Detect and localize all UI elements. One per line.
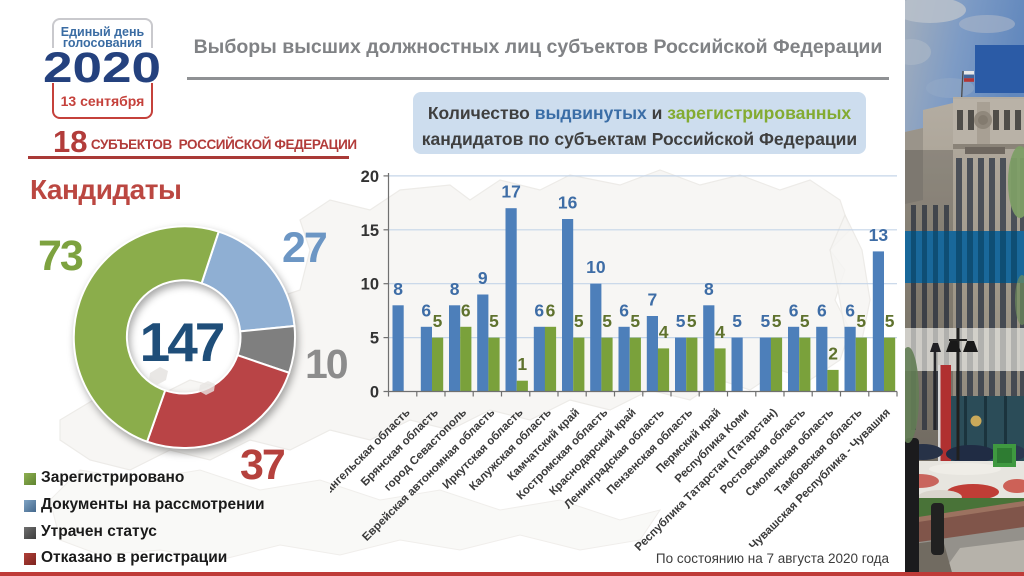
svg-text:5: 5 <box>761 311 771 331</box>
svg-text:5: 5 <box>800 311 810 331</box>
svg-text:2: 2 <box>828 343 838 363</box>
svg-text:5: 5 <box>370 330 379 348</box>
svg-text:5: 5 <box>856 311 866 331</box>
svg-text:5: 5 <box>687 311 697 331</box>
svg-text:6: 6 <box>461 300 471 320</box>
svg-text:5: 5 <box>433 311 443 331</box>
svg-text:4: 4 <box>715 322 725 342</box>
svg-text:6: 6 <box>546 300 556 320</box>
svg-text:2020: 2020 <box>43 44 161 92</box>
svg-text:10: 10 <box>361 276 379 294</box>
svg-text:147: 147 <box>140 311 224 373</box>
svg-text:9: 9 <box>478 268 488 288</box>
svg-text:6: 6 <box>817 300 827 320</box>
svg-text:17: 17 <box>501 182 520 202</box>
svg-text:15: 15 <box>361 222 379 240</box>
svg-text:5: 5 <box>630 311 640 331</box>
svg-text:5: 5 <box>489 311 499 331</box>
svg-text:5: 5 <box>885 311 895 331</box>
svg-text:16: 16 <box>558 193 578 213</box>
svg-text:6: 6 <box>845 300 855 320</box>
svg-text:10: 10 <box>586 257 606 277</box>
svg-text:5: 5 <box>574 311 584 331</box>
svg-text:6: 6 <box>421 300 431 320</box>
svg-text:6: 6 <box>619 300 629 320</box>
svg-text:8: 8 <box>393 279 403 299</box>
svg-text:0: 0 <box>370 384 379 402</box>
svg-text:20: 20 <box>361 168 379 186</box>
svg-text:5: 5 <box>676 311 686 331</box>
svg-text:1: 1 <box>517 354 527 374</box>
svg-text:5: 5 <box>772 311 782 331</box>
svg-text:5: 5 <box>732 311 742 331</box>
svg-text:8: 8 <box>450 279 460 299</box>
svg-text:6: 6 <box>534 300 544 320</box>
svg-text:7: 7 <box>648 290 658 310</box>
svg-text:6: 6 <box>789 300 799 320</box>
svg-text:4: 4 <box>659 322 669 342</box>
svg-text:13: 13 <box>869 225 889 245</box>
svg-text:8: 8 <box>704 279 714 299</box>
svg-text:5: 5 <box>602 311 612 331</box>
